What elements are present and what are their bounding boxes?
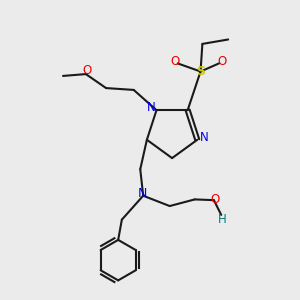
Text: N: N	[200, 131, 208, 144]
Text: S: S	[196, 65, 205, 78]
Text: N: N	[147, 101, 156, 114]
Text: H: H	[218, 213, 226, 226]
Text: O: O	[210, 193, 219, 206]
Text: O: O	[170, 56, 179, 68]
Text: O: O	[82, 64, 91, 77]
Text: O: O	[217, 56, 226, 68]
Text: N: N	[137, 188, 147, 200]
